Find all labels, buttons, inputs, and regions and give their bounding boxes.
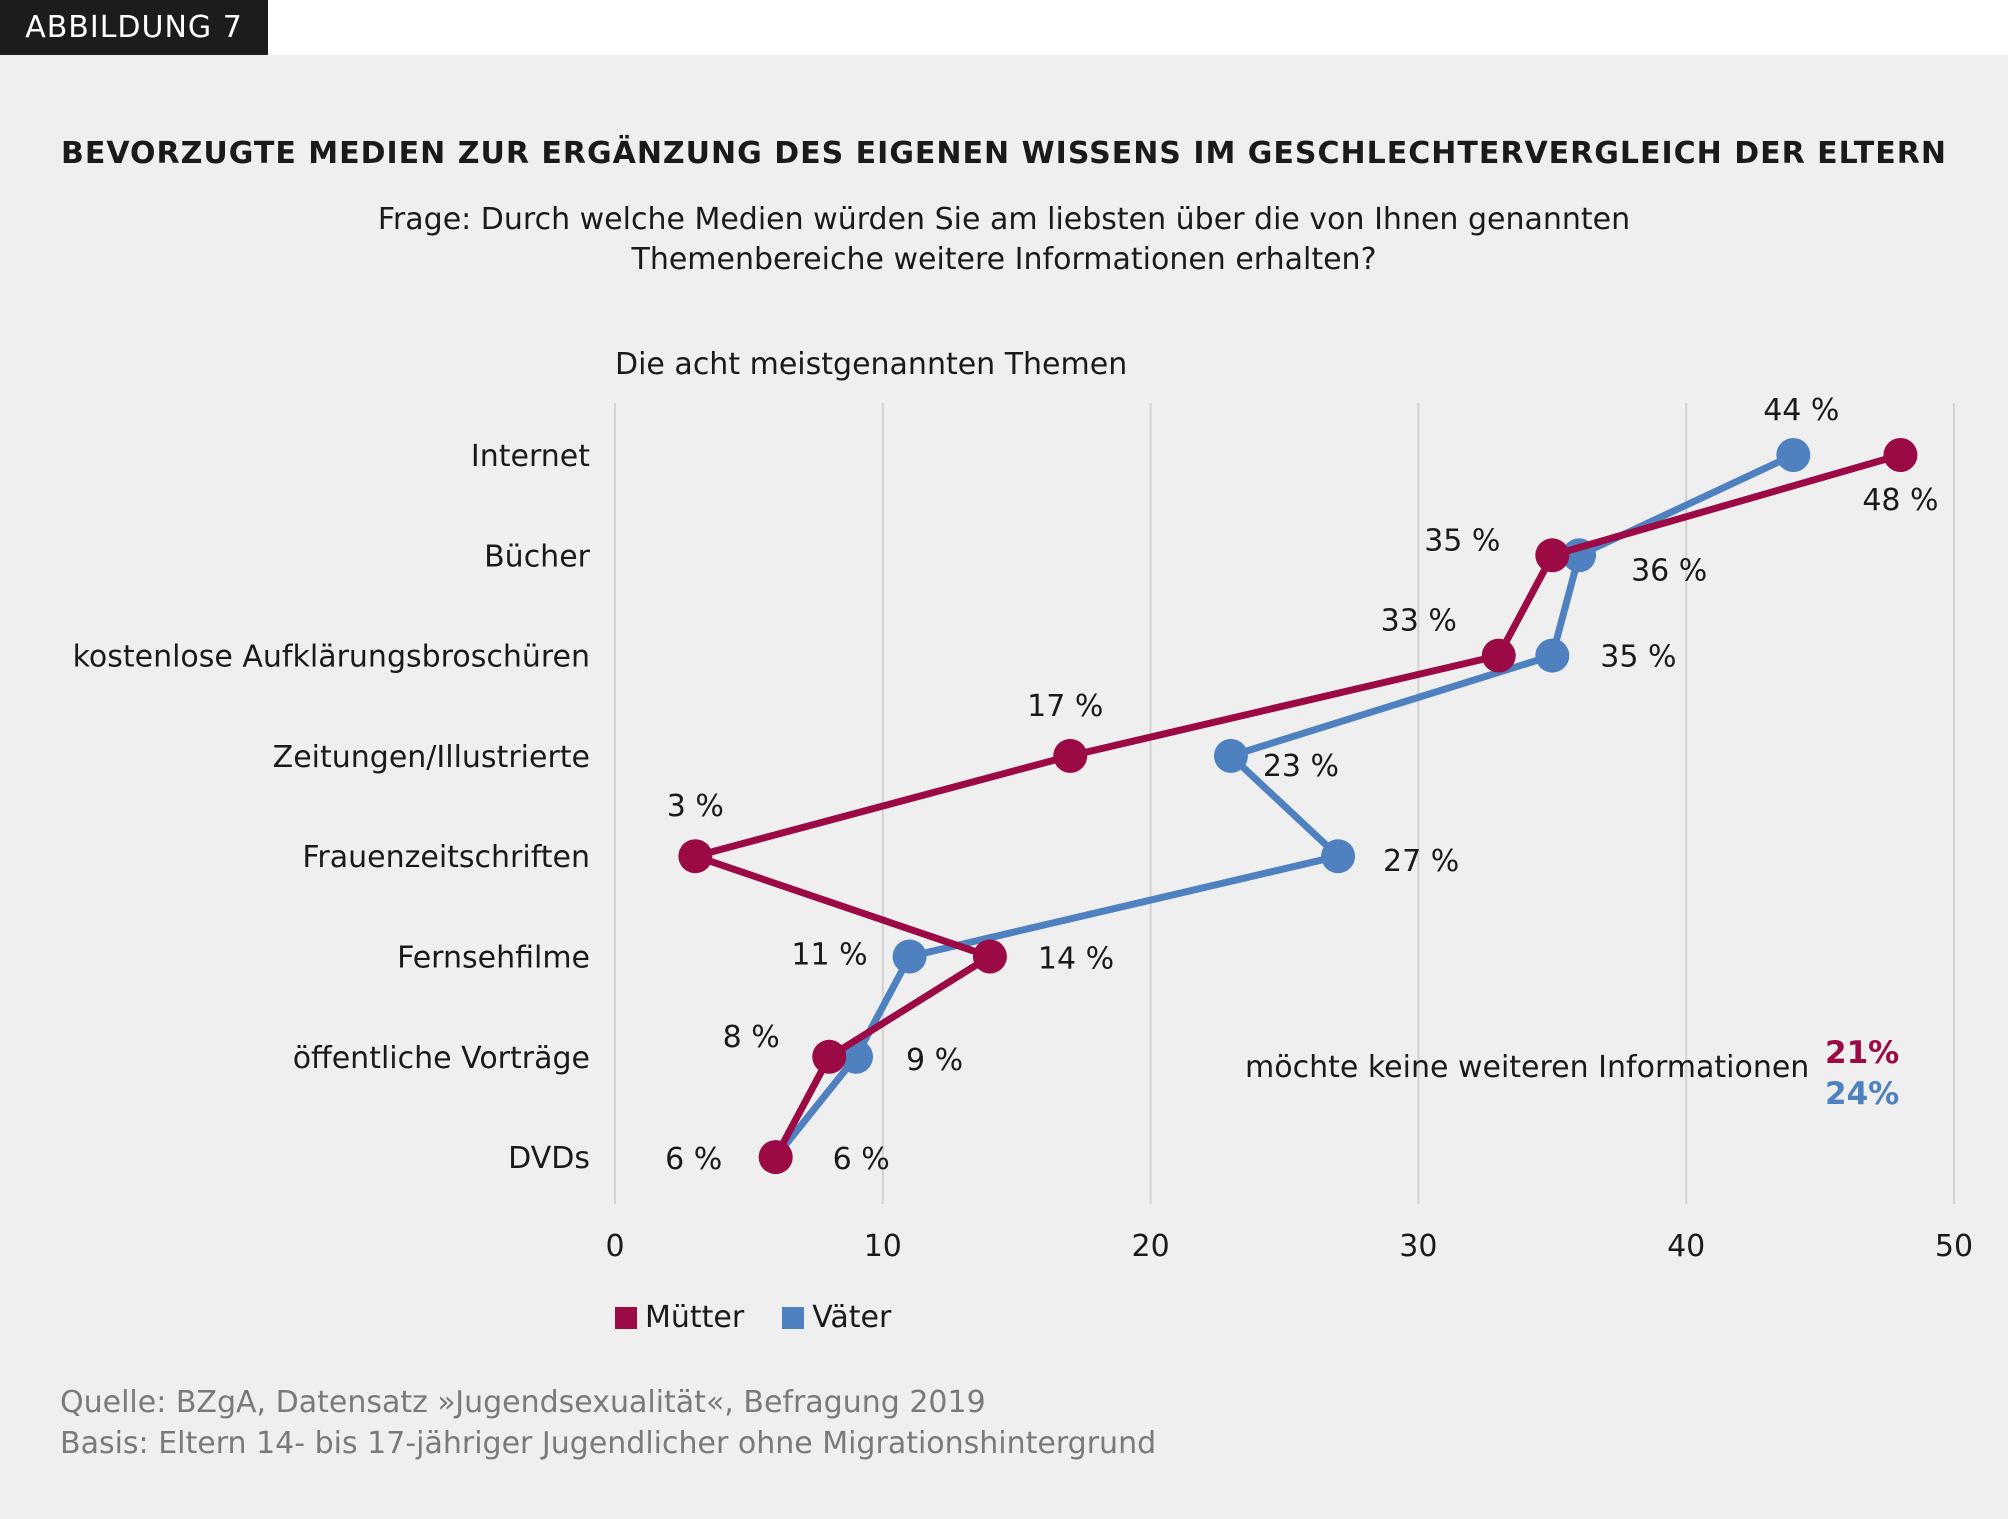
figure-label: ABBILDUNG 7 — [0, 0, 268, 55]
series-line-vaeter — [772, 451, 1795, 1160]
data-label-muetter: 3 % — [667, 789, 724, 824]
top-bar — [0, 0, 2008, 55]
legend-swatch-vaeter — [782, 1306, 805, 1329]
legend-swatch-muetter — [615, 1306, 637, 1329]
data-point-muetter — [758, 1140, 793, 1175]
category-label: kostenlose Aufklärungsbroschüren — [73, 640, 590, 675]
category-label: Bücher — [484, 539, 591, 574]
data-point-muetter — [678, 839, 713, 874]
data-label-vaeter: 11 % — [791, 938, 867, 973]
data-label-vaeter: 23 % — [1263, 749, 1339, 784]
x-tick-label: 20 — [1132, 1229, 1170, 1264]
data-label-vaeter: 9 % — [906, 1043, 963, 1078]
data-label-vaeter: 27 % — [1383, 844, 1459, 879]
x-tick-label: 40 — [1667, 1229, 1705, 1264]
annotation-vaeter-value: 24% — [1825, 1076, 1900, 1112]
series-line-muetter — [691, 451, 1902, 1159]
legend: Mütter Väter — [615, 1300, 891, 1335]
x-tick-label: 30 — [1399, 1229, 1437, 1264]
data-label-muetter: 14 % — [1038, 942, 1114, 977]
data-point-muetter — [1053, 738, 1088, 773]
subtitle-line: Themenbereiche weitere Informationen erh… — [631, 242, 1377, 277]
data-label-muetter: 33 % — [1381, 604, 1457, 639]
data-point-vaeter — [892, 939, 927, 974]
legend-item-vaeter: Väter — [782, 1300, 891, 1335]
x-tick-label: 50 — [1935, 1229, 1973, 1264]
data-label-vaeter: 44 % — [1763, 393, 1839, 428]
data-label-muetter: 35 % — [1424, 523, 1500, 558]
x-tick-label: 10 — [864, 1229, 902, 1264]
category-label: Fernsehfilme — [397, 941, 590, 976]
data-point-muetter — [1535, 538, 1570, 573]
chart-title: BEVORZUGTE MEDIEN ZUR ERGÄNZUNG DES EIGE… — [61, 136, 1947, 171]
data-label-muetter: 6 % — [665, 1142, 722, 1177]
data-label-muetter: 8 % — [723, 1020, 780, 1055]
data-point-vaeter — [1535, 638, 1570, 673]
annotation-muetter-value: 21% — [1825, 1035, 1900, 1071]
annotation-text: möchte keine weiteren Informationen — [1245, 1050, 1810, 1085]
data-label-vaeter: 35 % — [1600, 640, 1676, 675]
category-label: DVDs — [508, 1141, 590, 1176]
category-label: Frauenzeitschriften — [302, 840, 590, 875]
data-point-muetter — [1481, 638, 1516, 673]
data-point-muetter — [812, 1039, 847, 1074]
data-label-muetter: 17 % — [1027, 689, 1103, 724]
x-tick-label: 0 — [605, 1229, 624, 1264]
data-label-vaeter: 6 % — [833, 1142, 890, 1177]
data-point-muetter — [972, 939, 1007, 974]
data-point-vaeter — [1321, 839, 1356, 874]
legend-label: Väter — [812, 1300, 892, 1335]
category-label: Internet — [471, 439, 590, 474]
legend-label: Mütter — [645, 1300, 745, 1335]
data-label-muetter: 48 % — [1862, 483, 1938, 518]
category-label: Zeitungen/Illustrierte — [273, 740, 590, 775]
chart-subtitle: Frage: Durch welche Medien würden Sie am… — [0, 200, 2008, 280]
data-point-vaeter — [1213, 738, 1248, 773]
section-label: Die acht meistgenannten Themen — [615, 347, 1128, 382]
data-point-vaeter — [1776, 438, 1811, 472]
source-note: Quelle: BZgA, Datensatz »Jugendsexualitä… — [60, 1382, 1156, 1464]
subtitle-line: Frage: Durch welche Medien würden Sie am… — [377, 202, 1631, 237]
data-point-muetter — [1883, 438, 1918, 472]
source-line: Basis: Eltern 14- bis 17-jähriger Jugend… — [60, 1426, 1157, 1461]
legend-item-muetter: Mütter — [615, 1300, 744, 1335]
source-line: Quelle: BZgA, Datensatz »Jugendsexualitä… — [60, 1385, 986, 1420]
data-label-vaeter: 36 % — [1631, 553, 1707, 588]
category-label: öffentliche Vorträge — [293, 1041, 590, 1076]
